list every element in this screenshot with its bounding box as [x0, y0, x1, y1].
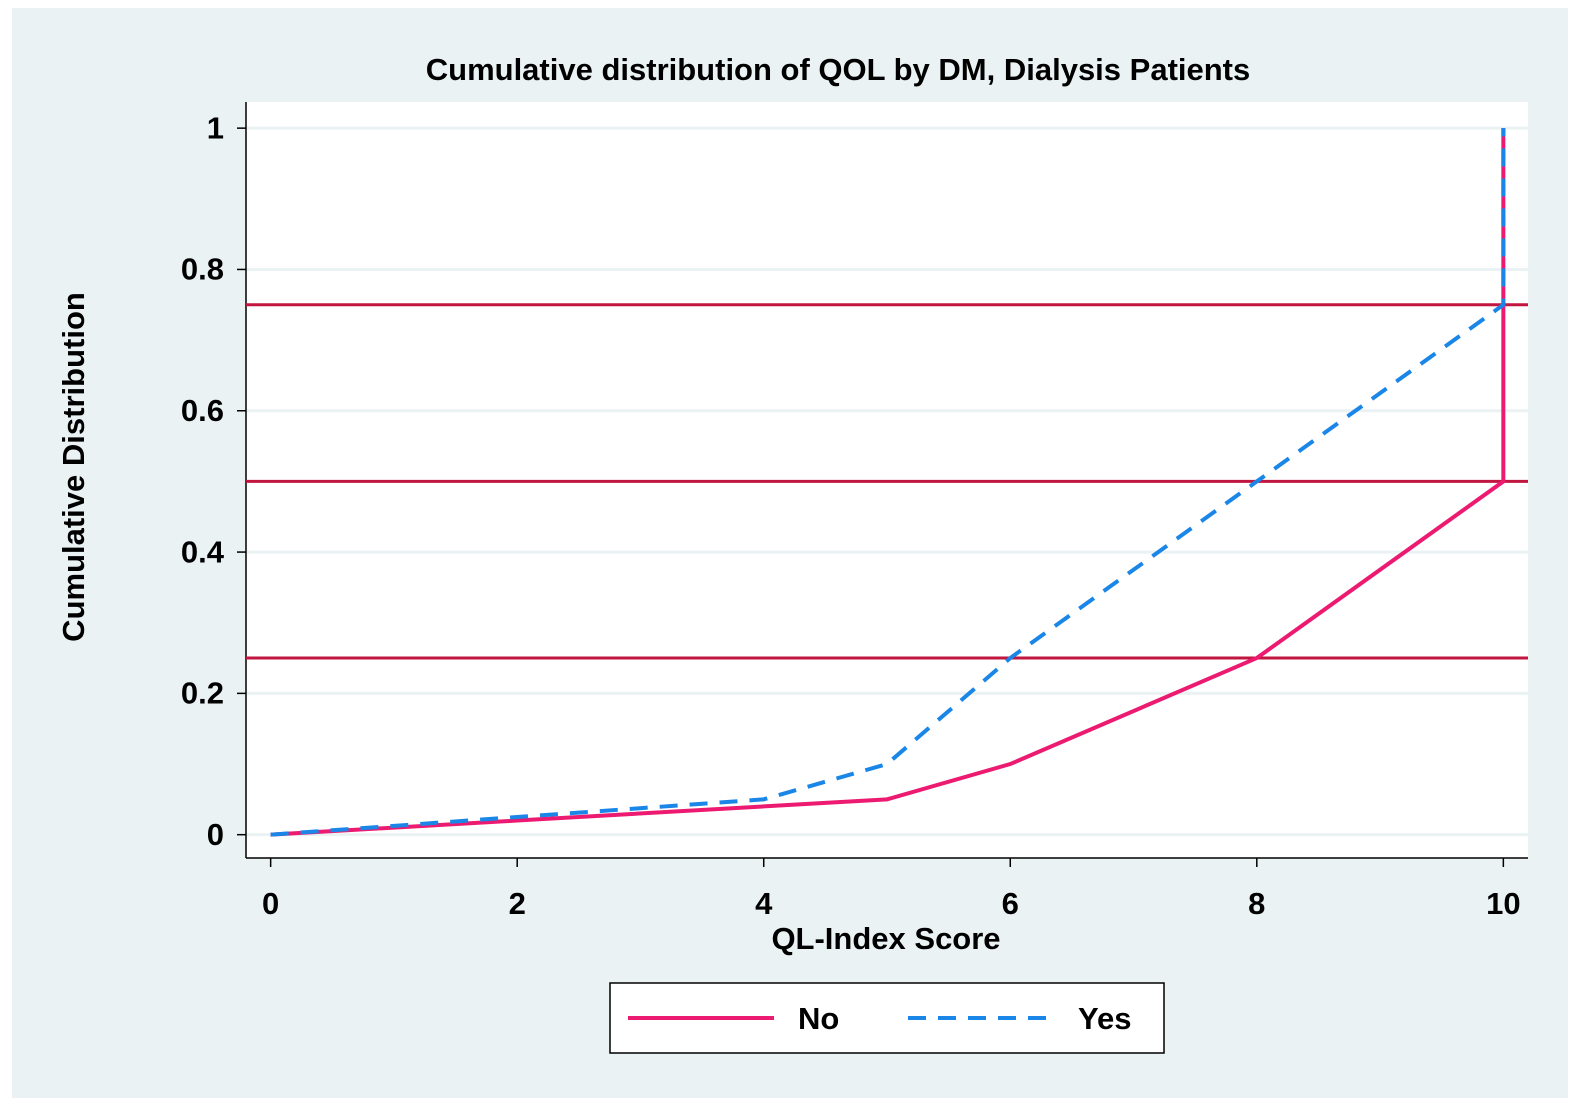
legend-label: Yes	[1078, 1001, 1131, 1036]
y-tick-label: 0.6	[181, 393, 224, 428]
series-line	[270, 128, 1506, 837]
x-tick-label: 2	[509, 886, 526, 921]
x-tick-label: 10	[1486, 886, 1520, 921]
legend-label: No	[798, 1001, 839, 1036]
y-tick-label: 0.2	[181, 676, 224, 711]
series-line	[270, 128, 1506, 837]
y-tick-label: 1	[207, 110, 224, 145]
y-tick-label: 0	[207, 817, 224, 852]
y-tick-label: 0.4	[181, 534, 225, 569]
x-tick-label: 6	[1002, 886, 1019, 921]
x-axis-label: QL-Index Score	[771, 921, 1000, 956]
x-tick-label: 4	[755, 886, 773, 921]
x-tick-label: 0	[262, 886, 279, 921]
chart-title: Cumulative distribution of QOL by DM, Di…	[426, 52, 1251, 87]
x-tick-label: 8	[1248, 886, 1265, 921]
y-tick-label: 0.8	[181, 252, 224, 287]
y-axis-label: Cumulative Distribution	[56, 292, 91, 642]
